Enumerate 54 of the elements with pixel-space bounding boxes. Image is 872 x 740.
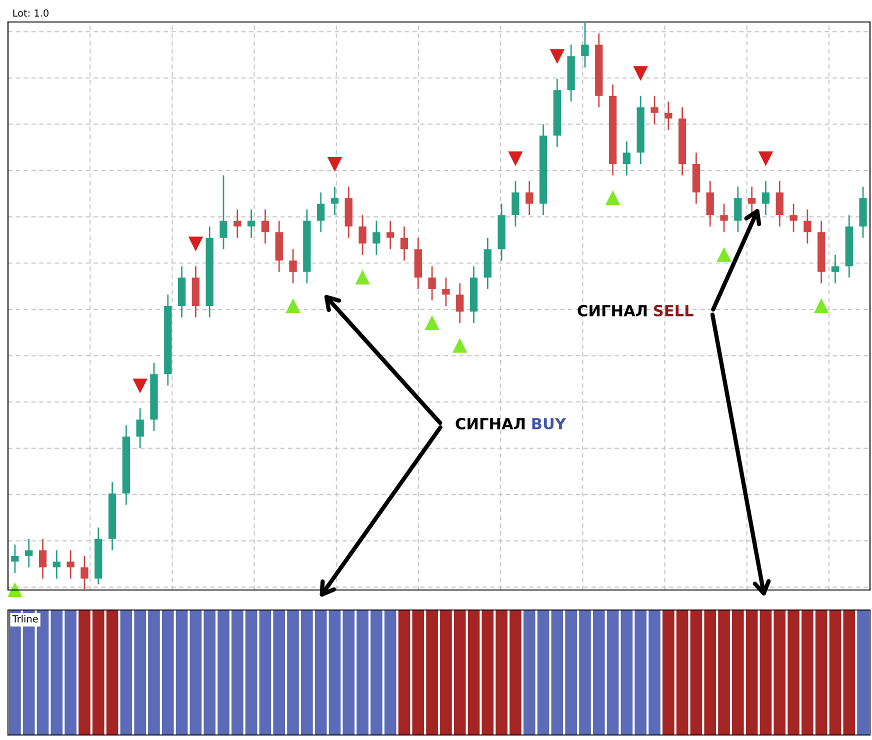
- candlestick: [804, 208, 812, 244]
- candlestick: [358, 214, 366, 256]
- point: [356, 270, 370, 285]
- candlestick: [80, 555, 88, 590]
- point: [550, 49, 564, 64]
- candlestick: [526, 180, 534, 216]
- candlestick: [734, 186, 742, 233]
- candlestick: [234, 208, 242, 239]
- candlestick: [289, 248, 297, 284]
- candlestick: [330, 186, 339, 216]
- candlestick: [136, 408, 144, 449]
- annotation: Trline: [12, 615, 38, 623]
- candlestick: [400, 226, 408, 262]
- candlestick: [650, 95, 658, 125]
- candlestick: [247, 208, 256, 239]
- candlestick: [512, 180, 520, 228]
- candlestick: [720, 203, 728, 233]
- annotation: СИГНАЛ BUY: [456, 418, 566, 430]
- candlestick: [220, 174, 228, 250]
- candlestick: [776, 180, 784, 228]
- point: [508, 151, 522, 166]
- point: [328, 157, 342, 171]
- candlestick: [317, 192, 325, 233]
- candlestick: [38, 538, 47, 580]
- point: [758, 151, 773, 166]
- candlestick: [831, 254, 840, 284]
- candlestick: [442, 276, 450, 307]
- candlestick: [25, 538, 33, 568]
- candlestick: [386, 220, 394, 250]
- candlestick: [66, 550, 74, 580]
- point: [814, 299, 828, 313]
- text: Lot: 1.0: [13, 9, 48, 17]
- candlestick: [664, 100, 672, 131]
- point: [286, 299, 300, 313]
- candlestick: [261, 208, 270, 244]
- candlestick: [622, 140, 631, 176]
- point: [188, 236, 203, 250]
- point: [717, 248, 731, 262]
- candlestick: [428, 266, 436, 302]
- point: [8, 583, 22, 597]
- candlestick: [456, 282, 464, 324]
- candlestick: [762, 180, 770, 216]
- candlestick: [581, 22, 589, 68]
- annotation: СИГНАЛ SELL: [578, 304, 694, 316]
- candlestick: [52, 550, 60, 580]
- point: [452, 338, 467, 353]
- point: [425, 316, 439, 330]
- candlestick: [11, 544, 19, 574]
- candlestick: [790, 203, 798, 233]
- candlestick: [706, 180, 714, 228]
- point: [634, 66, 648, 80]
- point: [133, 378, 148, 392]
- point: [606, 191, 620, 206]
- candlestick: [372, 220, 380, 256]
